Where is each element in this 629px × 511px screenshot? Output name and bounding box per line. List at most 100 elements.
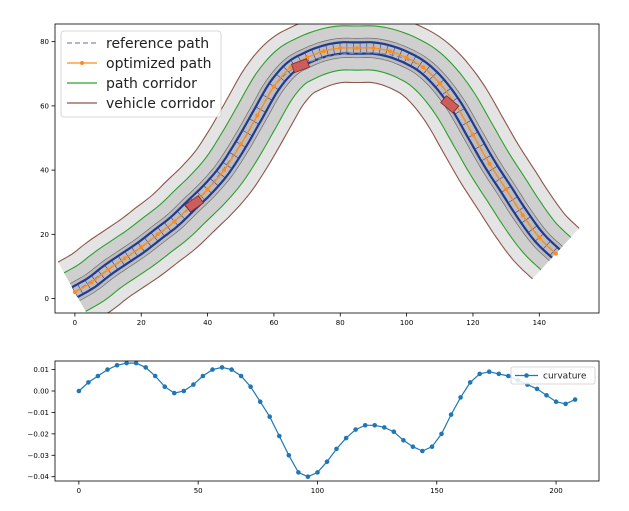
curvature-point <box>572 397 578 402</box>
curvature-point <box>544 393 549 398</box>
curvature-point <box>324 459 330 465</box>
curvature-point <box>496 371 502 377</box>
curvature-plot-axes: 0 50 100 150 200 0.01 0.00 −0.01 −0.02 −0.03 −0.0… <box>28 360 600 495</box>
path-corridor-line-left <box>63 25 572 274</box>
curvature-point <box>334 446 339 452</box>
obstacle-3 <box>440 95 460 114</box>
y-tick-label: 0 <box>45 295 49 303</box>
legend-marker-curvature <box>524 373 529 378</box>
optimized-path-point <box>222 168 227 173</box>
curvature-point <box>391 429 397 435</box>
optimized-path-point <box>404 55 409 60</box>
curvature-point <box>362 423 368 428</box>
curvature-point <box>162 384 168 390</box>
x-tick-label: 40 <box>203 319 212 327</box>
curvature-point <box>553 399 559 405</box>
curvature-point <box>229 367 234 372</box>
vehicle-corridor-line-right <box>106 81 533 313</box>
optimized-path-point <box>437 81 442 86</box>
curvature-point <box>372 423 378 428</box>
path-plot-axes: 0 20 40 60 80 100 120 140 0 20 40 60 80 reference p… <box>40 23 600 327</box>
x-tick-label: 0 <box>77 487 81 495</box>
optimized-path-point <box>122 256 127 261</box>
optimized-path-point <box>205 187 210 192</box>
curvature-point <box>467 380 473 385</box>
curvature-point <box>172 390 177 396</box>
obstacle-2 <box>290 58 311 74</box>
curvature-point <box>257 399 263 405</box>
x-tick-label: 80 <box>336 319 345 327</box>
path-plot-x-ticks: 0 20 40 60 80 100 120 140 <box>73 313 546 327</box>
curvature-point <box>458 395 463 400</box>
curvature-point <box>200 373 206 379</box>
optimized-path-point <box>106 267 111 272</box>
curvature-point <box>86 380 91 385</box>
curvature-point <box>76 388 82 394</box>
optimized-path-point <box>504 187 509 192</box>
x-tick-label: 200 <box>549 487 562 495</box>
optimized-path-point <box>255 113 260 118</box>
curvature-point <box>477 371 483 377</box>
curvature-point <box>410 444 416 450</box>
legend-box <box>60 30 222 118</box>
optimized-path-point <box>288 65 293 70</box>
optimized-path-point <box>238 142 243 147</box>
x-tick-label: 120 <box>466 319 479 327</box>
x-tick-label: 20 <box>137 319 146 327</box>
curvature-point <box>181 388 187 394</box>
curvature-plot-frame <box>54 360 600 482</box>
optimized-path-point <box>139 245 144 250</box>
curvature-point <box>296 470 301 475</box>
legend-marker-optimized-path <box>80 61 84 65</box>
curvature-point <box>315 470 320 475</box>
curvature-point <box>277 433 282 439</box>
obstacle-1 <box>184 194 204 213</box>
inner-corridor-line-right <box>79 57 550 301</box>
curvature-point <box>152 373 158 379</box>
optimized-path-point <box>354 46 359 51</box>
y-tick-label: 0.01 <box>33 366 49 374</box>
y-tick-label: −0.01 <box>28 409 49 417</box>
x-tick-label: 60 <box>269 319 278 327</box>
x-tick-label: 150 <box>430 487 443 495</box>
curvature-point <box>143 365 148 370</box>
curvature-point <box>420 448 425 454</box>
curvature-point <box>343 435 349 441</box>
curvature-point <box>219 365 225 370</box>
optimized-path-point <box>471 132 475 137</box>
vehicle-corridor-line-left <box>57 24 580 263</box>
y-tick-label: 40 <box>40 167 49 175</box>
curvature-point <box>105 367 110 372</box>
optimized-path-point <box>487 161 492 166</box>
legend-label-reference-path: reference path <box>106 36 209 52</box>
inner-corridor-line-left <box>70 37 563 284</box>
optimized-path-point <box>388 49 392 54</box>
curvature-point <box>486 369 492 375</box>
curvature-point <box>448 412 454 417</box>
y-tick-label: −0.04 <box>28 473 50 481</box>
curvature-point <box>429 444 435 450</box>
path-plot-y-ticks: 0 20 40 60 80 <box>40 38 55 303</box>
optimized-path-point <box>321 49 326 54</box>
curvature-point <box>286 453 292 458</box>
optimized-path-point <box>271 84 276 89</box>
x-tick-label: 100 <box>400 319 413 327</box>
x-tick-label: 50 <box>194 487 203 495</box>
curvature-point <box>382 425 387 430</box>
path-plot-legend: reference path optimized path path corri… <box>60 30 222 118</box>
y-tick-label: 60 <box>40 102 49 110</box>
curvature-point <box>95 373 101 379</box>
y-tick-label: −0.02 <box>28 430 49 438</box>
curvature-point <box>114 363 120 368</box>
x-tick-label: 140 <box>533 319 546 327</box>
curvature-point <box>401 438 406 443</box>
curvature-legend-box <box>510 366 596 385</box>
curvature-point <box>305 474 311 480</box>
curvature-point <box>124 361 129 366</box>
optimized-path-point <box>338 46 343 51</box>
legend-label-vehicle-corridor: vehicle corridor <box>106 96 215 112</box>
curvature-point <box>238 373 244 379</box>
optimized-path-point <box>553 251 558 256</box>
x-tick-label: 100 <box>311 487 324 495</box>
